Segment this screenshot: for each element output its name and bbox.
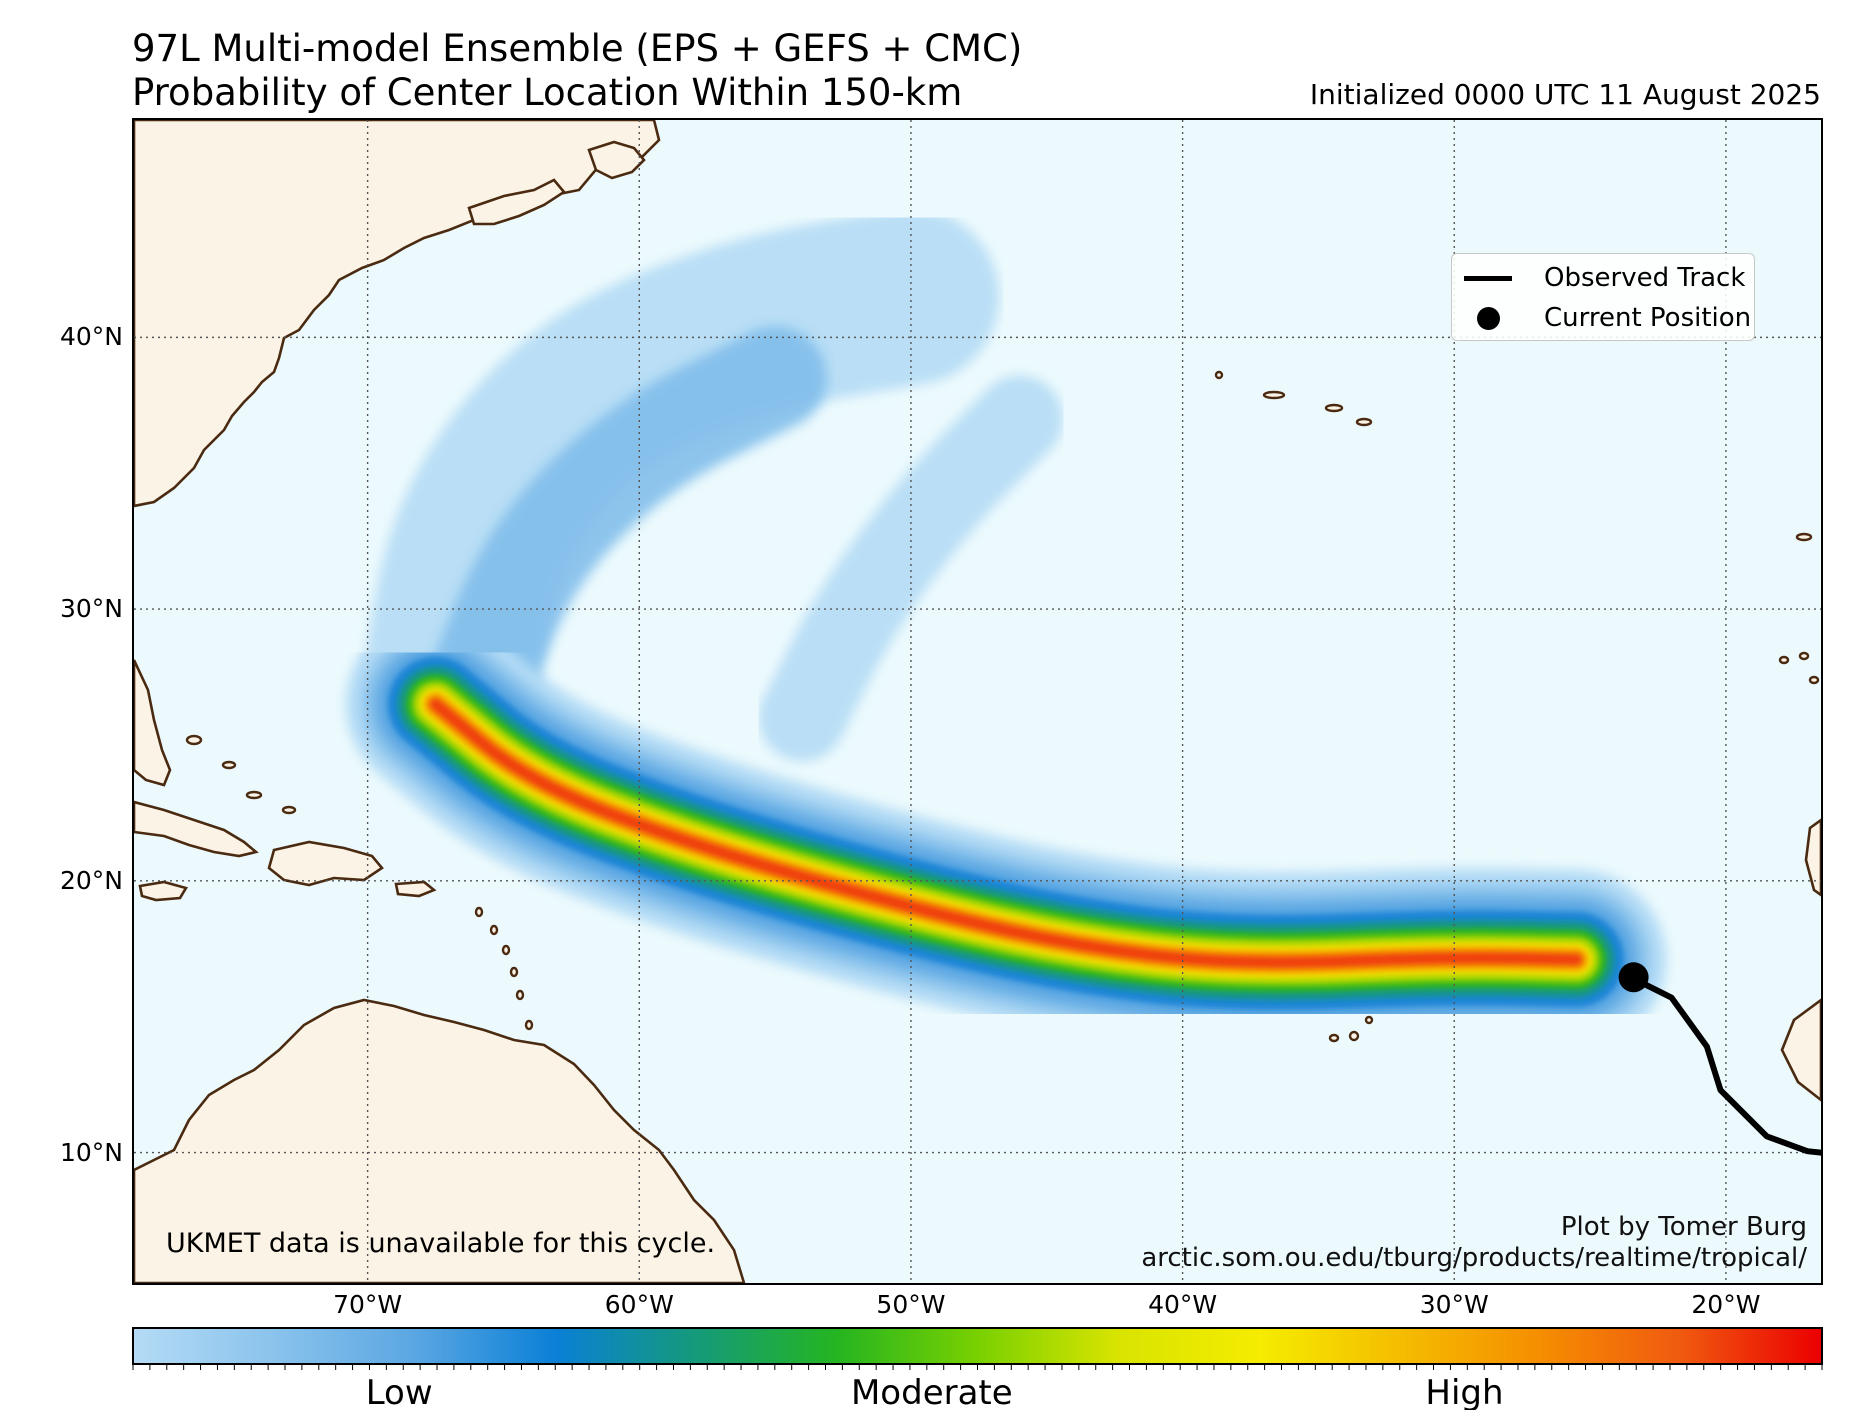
land-africa-bulge: [1780, 998, 1821, 1102]
map-legend: Observed Track Current Position: [1451, 253, 1755, 341]
probability-shading: [345, 208, 1667, 1052]
longitude-label: 60°W: [604, 1290, 674, 1319]
map-panel: Observed Track Current Position: [132, 118, 1823, 1285]
map-title: 97L Multi-model Ensemble (EPS + GEFS + C…: [132, 27, 1023, 70]
map-subtitle: Probability of Center Location Within 15…: [132, 71, 963, 114]
ukmet-unavailable-note: UKMET data is unavailable for this cycle…: [166, 1228, 716, 1259]
legend-entry-observed-track: Observed Track: [1452, 258, 1754, 298]
longitude-label: 50°W: [876, 1290, 946, 1319]
land-us-southeast: [134, 659, 172, 787]
latitude-label: 10°N: [59, 1137, 123, 1167]
map-canvas: [134, 120, 1821, 1283]
land-jamaica: [138, 880, 188, 902]
observed-track-layer: [1618, 962, 1821, 1156]
probability-contour-band: [429, 698, 1583, 969]
colorbar-label: Low: [365, 1373, 433, 1410]
land-puerto-rico: [394, 880, 437, 898]
legend-position-swatch: [1477, 307, 1500, 330]
probability-colorbar: [132, 1327, 1823, 1365]
colorbar-minor-ticks: [132, 1365, 1823, 1370]
probability-spread-northeast: [758, 375, 1064, 762]
plot-author-credit: Plot by Tomer Burg: [1560, 1212, 1807, 1242]
longitude-label: 40°W: [1148, 1290, 1218, 1319]
longitude-label: 30°W: [1419, 1290, 1489, 1319]
land-nova-scotia: [467, 178, 566, 226]
legend-label-observed-track: Observed Track: [1544, 263, 1746, 293]
landmasses: [134, 120, 1821, 1283]
latitude-label: 20°N: [59, 865, 123, 895]
current-position-marker: [1618, 962, 1649, 993]
latitude-label: 30°N: [59, 594, 123, 624]
land-cuba: [134, 800, 259, 858]
legend-entry-current-position: Current Position: [1452, 298, 1754, 338]
longitude-label: 70°W: [333, 1290, 403, 1319]
land-africa-west: [1804, 818, 1821, 897]
source-url[interactable]: arctic.som.ou.edu/tburg/products/realtim…: [1141, 1243, 1807, 1273]
land-north-america: [134, 120, 661, 508]
legend-track-swatch: [1464, 276, 1512, 281]
colorbar-label: High: [1425, 1373, 1504, 1410]
legend-label-current-position: Current Position: [1544, 303, 1752, 333]
land-south-america: [134, 998, 746, 1283]
longitude-label: 20°W: [1691, 1290, 1761, 1319]
land-hispaniola: [267, 840, 384, 887]
latitude-label: 40°N: [59, 322, 123, 352]
initialization-time: Initialized 0000 UTC 11 August 2025: [1309, 78, 1821, 111]
colorbar-label: Moderate: [850, 1373, 1013, 1410]
land-newfoundland-area: [587, 140, 646, 180]
observed-track: [1630, 975, 1821, 1156]
